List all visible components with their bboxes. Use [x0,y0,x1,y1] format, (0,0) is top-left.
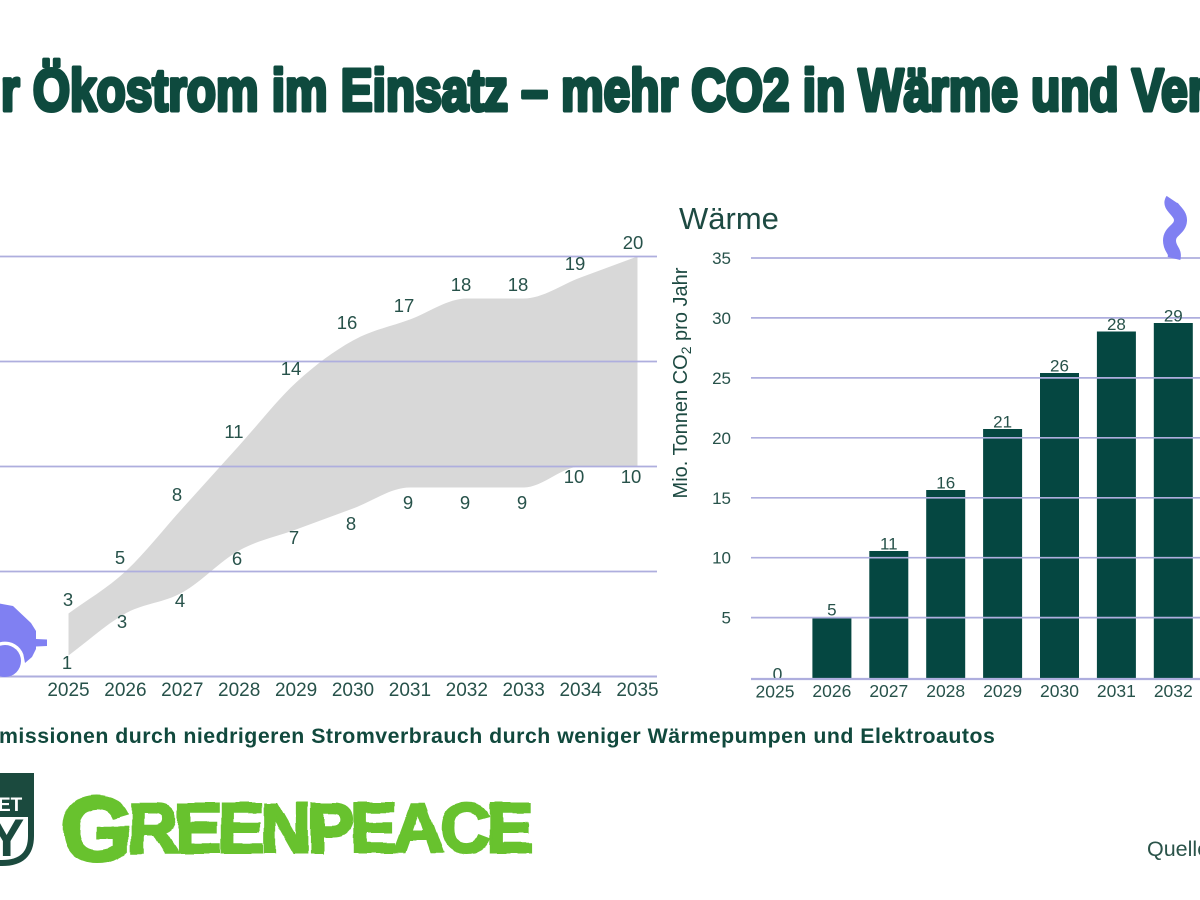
svg-text:5: 5 [722,609,731,628]
svg-text:8: 8 [346,513,356,534]
svg-text:0: 0 [773,664,783,684]
svg-text:8: 8 [172,484,182,505]
svg-text:20: 20 [623,232,644,253]
svg-text:10: 10 [564,466,585,487]
svg-text:35: 35 [712,249,731,268]
svg-text:2028: 2028 [218,680,260,701]
svg-text:1: 1 [62,652,72,673]
svg-text:28: 28 [1107,315,1126,334]
svg-text:2029: 2029 [983,681,1022,701]
svg-text:6: 6 [232,548,242,569]
svg-text:3: 3 [63,589,73,610]
svg-text:2035: 2035 [616,680,658,701]
svg-text:19: 19 [565,253,586,274]
svg-text:18: 18 [451,274,472,295]
svg-text:Mio. Tonnen CO2 pro Jahr: Mio. Tonnen CO2 pro Jahr [670,267,694,498]
svg-text:25: 25 [712,369,731,388]
svg-text:7: 7 [289,527,299,548]
svg-text:2028: 2028 [926,681,965,701]
svg-text:2026: 2026 [104,680,146,701]
svg-text:11: 11 [880,535,898,554]
svg-text:29: 29 [1164,307,1183,326]
svg-text:missionen durch niedrigeren St: missionen durch niedrigeren Stromverbrau… [0,724,995,748]
svg-text:30: 30 [712,309,731,328]
svg-text:16: 16 [936,474,955,493]
svg-text:9: 9 [517,492,527,513]
svg-text:2025: 2025 [47,680,89,701]
svg-text:17: 17 [394,295,415,316]
svg-text:ET: ET [0,795,23,816]
svg-text:2025: 2025 [756,682,795,702]
svg-text:2032: 2032 [446,680,488,701]
svg-text:20: 20 [712,429,731,448]
svg-text:REENPEACE: REENPEACE [128,789,531,867]
svg-text:15: 15 [712,489,731,508]
svg-text:Quelle: Greenpeace: Quelle: Greenpeace [1147,837,1200,861]
svg-text:2029: 2029 [275,680,317,701]
svg-text:10: 10 [621,466,642,487]
svg-text:2031: 2031 [1097,681,1136,701]
svg-text:9: 9 [460,492,470,513]
svg-text:2031: 2031 [389,680,431,701]
svg-text:5: 5 [115,547,125,568]
svg-text:Y: Y [0,809,24,868]
svg-text:2027: 2027 [869,681,908,701]
svg-text:G: G [61,779,133,881]
svg-text:2030: 2030 [1040,681,1079,701]
svg-text:Wärme: Wärme [679,201,779,236]
svg-text:4: 4 [175,590,185,611]
svg-text:10: 10 [712,549,731,568]
svg-text:3: 3 [117,611,127,632]
svg-text:9: 9 [403,492,413,513]
svg-text:2030: 2030 [332,680,374,701]
svg-text:18: 18 [508,274,529,295]
svg-text:2026: 2026 [812,681,851,701]
svg-text:2034: 2034 [559,680,602,701]
svg-text:2033: 2033 [503,680,545,701]
svg-text:14: 14 [281,358,302,379]
svg-text:r Ökostrom im Einsatz – mehr C: r Ökostrom im Einsatz – mehr CO2 in Wärm… [1,58,1200,124]
svg-text:2032: 2032 [1154,681,1193,701]
svg-text:16: 16 [337,312,358,333]
svg-text:5: 5 [827,601,836,620]
svg-text:11: 11 [224,421,243,442]
svg-text:21: 21 [993,413,1012,432]
svg-text:2027: 2027 [161,680,203,701]
svg-text:26: 26 [1050,357,1069,376]
